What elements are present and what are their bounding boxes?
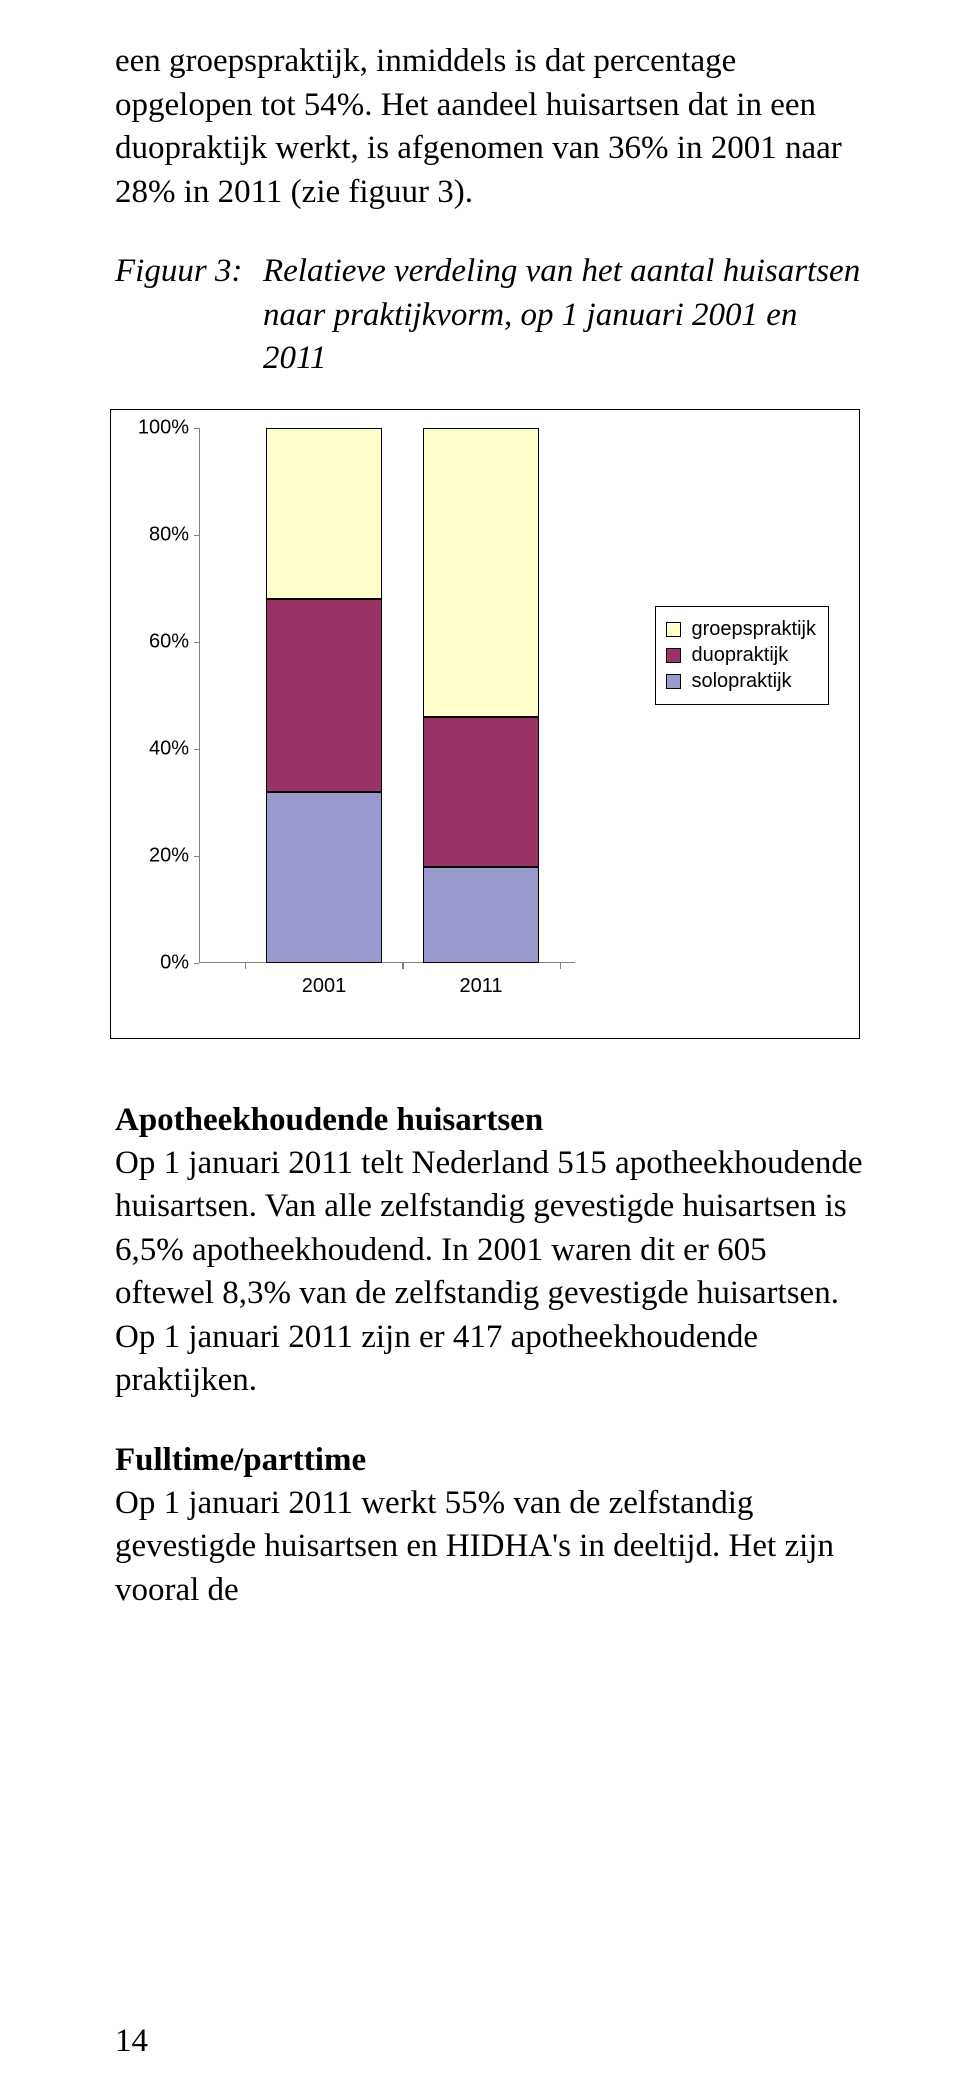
- chart-segment-groepspraktijk: [423, 428, 539, 717]
- chart-x-tick: [402, 963, 403, 969]
- apotheek-body: Op 1 januari 2011 telt Nederland 515 apo…: [115, 1142, 865, 1403]
- apotheek-heading: Apotheekhoudende huisartsen: [115, 1099, 865, 1142]
- chart-frame: 0%20%40%60%80%100%20012011 groepspraktij…: [110, 409, 860, 1039]
- chart-y-tick: [194, 428, 199, 429]
- chart-y-axis: [199, 428, 200, 963]
- chart-bar: [266, 428, 382, 963]
- chart-legend-item: solopraktijk: [666, 670, 816, 693]
- fulltime-heading: Fulltime/parttime: [115, 1439, 865, 1482]
- chart-x-label: 2001: [302, 975, 347, 998]
- chart-legend-swatch: [666, 622, 681, 637]
- chart-y-tick-label: 60%: [149, 630, 189, 653]
- chart-legend-item: groepspraktijk: [666, 618, 816, 641]
- chart-segment-solopraktijk: [423, 867, 539, 963]
- chart-legend-swatch: [666, 648, 681, 663]
- chart-legend-label: solopraktijk: [691, 670, 791, 693]
- chart-legend-label: groepspraktijk: [691, 618, 816, 641]
- chart-y-tick-label: 0%: [160, 951, 189, 974]
- page-number: 14: [115, 2023, 148, 2060]
- chart-segment-groepspraktijk: [266, 428, 382, 599]
- figure-caption: Figuur 3: Relatieve verdeling van het aa…: [115, 250, 865, 381]
- chart-y-tick-label: 80%: [149, 523, 189, 546]
- chart-y-tick: [194, 963, 199, 964]
- chart-segment-duopraktijk: [423, 717, 539, 867]
- chart-segment-solopraktijk: [266, 792, 382, 963]
- chart-x-tick: [560, 963, 561, 969]
- chart-y-tick: [194, 642, 199, 643]
- figure-caption-text: Relatieve verdeling van het aantal huisa…: [263, 250, 865, 381]
- chart-y-tick: [194, 856, 199, 857]
- chart-segment-duopraktijk: [266, 599, 382, 792]
- figure-label: Figuur 3:: [115, 250, 263, 381]
- chart-x-label: 2011: [459, 975, 502, 998]
- chart-y-tick-label: 100%: [138, 416, 189, 439]
- chart-bar: [423, 428, 539, 963]
- intro-paragraph: een groepspraktijk, inmiddels is dat per…: [115, 40, 865, 214]
- chart-y-tick-label: 20%: [149, 844, 189, 867]
- chart-plot-area: 0%20%40%60%80%100%20012011: [199, 428, 575, 963]
- chart-legend-swatch: [666, 674, 681, 689]
- chart-x-tick: [245, 963, 246, 969]
- chart-y-tick: [194, 535, 199, 536]
- chart-legend-label: duopraktijk: [691, 644, 788, 667]
- chart-legend-item: duopraktijk: [666, 644, 816, 667]
- chart-y-tick: [194, 749, 199, 750]
- fulltime-body: Op 1 januari 2011 werkt 55% van de zelfs…: [115, 1482, 865, 1613]
- chart-y-tick-label: 40%: [149, 737, 189, 760]
- chart-legend: groepspraktijk duopraktijk solopraktijk: [655, 606, 829, 705]
